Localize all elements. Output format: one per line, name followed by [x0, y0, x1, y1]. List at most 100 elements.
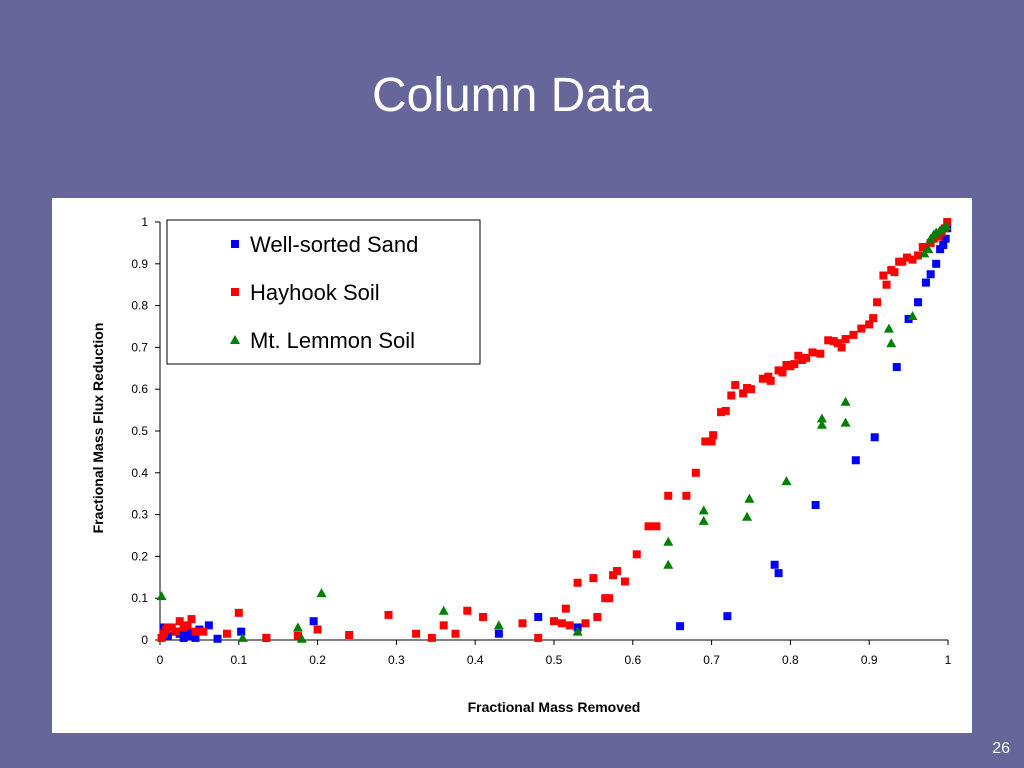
data-point-hayhook-soil — [234, 608, 243, 617]
data-point-hayhook-soil — [794, 351, 803, 360]
data-point-hayhook-soil — [175, 617, 184, 626]
x-tick-label: 1 — [945, 653, 952, 667]
y-tick-label: 0.6 — [131, 382, 148, 396]
data-point-mt-lemmon-soil — [883, 323, 894, 333]
data-point-hayhook-soil — [183, 621, 192, 630]
x-tick-label: 0.2 — [309, 653, 326, 667]
data-point-hayhook-soil — [593, 613, 602, 622]
data-point-well-sorted-sand — [204, 621, 213, 630]
data-point-hayhook-soil — [644, 522, 653, 531]
data-point-hayhook-soil — [865, 320, 874, 329]
y-tick-label: 0.7 — [131, 340, 148, 354]
data-point-mt-lemmon-soil — [923, 244, 934, 254]
data-point-hayhook-soil — [262, 633, 271, 642]
data-point-hayhook-soil — [159, 629, 168, 638]
data-point-mt-lemmon-soil — [840, 396, 851, 406]
data-point-hayhook-soil — [609, 571, 618, 580]
data-point-well-sorted-sand — [892, 363, 901, 372]
data-point-hayhook-soil — [412, 629, 421, 638]
data-point-hayhook-soil — [534, 633, 543, 642]
data-point-hayhook-soil — [199, 627, 208, 636]
chart-points — [156, 218, 952, 643]
data-point-hayhook-soil — [565, 621, 574, 630]
data-point-mt-lemmon-soil — [907, 311, 918, 321]
y-tick-label: 0 — [141, 633, 148, 647]
data-point-well-sorted-sand — [191, 633, 200, 642]
data-point-hayhook-soil — [727, 391, 736, 400]
data-point-well-sorted-sand — [723, 612, 732, 621]
x-tick-label: 0.8 — [782, 653, 799, 667]
y-tick-label: 0.3 — [131, 508, 148, 522]
data-point-well-sorted-sand — [774, 569, 783, 578]
data-point-hayhook-soil — [518, 619, 527, 628]
data-point-hayhook-soil — [921, 243, 930, 252]
data-point-well-sorted-sand — [936, 245, 945, 254]
slide-number: 26 — [992, 740, 1010, 757]
data-point-hayhook-soil — [721, 406, 730, 415]
slide-title: Column Data — [371, 69, 653, 122]
data-point-hayhook-soil — [816, 349, 825, 358]
data-point-hayhook-soil — [707, 437, 716, 446]
data-point-hayhook-soil — [898, 257, 907, 266]
data-point-well-sorted-sand — [811, 500, 820, 509]
x-tick-label: 0 — [157, 653, 164, 667]
scatter-chart: 0 0.1 0.2 0.3 0.4 0.5 0.6 0.7 0.8 0.9 1 0 0.1 0.2 0.3 0… — [90, 215, 952, 715]
data-point-well-sorted-sand — [939, 240, 948, 249]
data-point-mt-lemmon-soil — [663, 536, 674, 546]
data-point-mt-lemmon-soil — [292, 622, 303, 632]
data-point-hayhook-soil — [187, 615, 196, 624]
data-point-well-sorted-sand — [926, 270, 935, 279]
data-point-hayhook-soil — [790, 360, 799, 369]
data-point-hayhook-soil — [731, 381, 740, 390]
data-point-well-sorted-sand — [851, 456, 860, 465]
data-point-hayhook-soil — [561, 604, 570, 613]
data-point-hayhook-soil — [222, 629, 231, 638]
data-point-hayhook-soil — [929, 234, 938, 243]
data-point-well-sorted-sand — [237, 627, 246, 636]
data-point-hayhook-soil — [709, 431, 718, 440]
data-point-mt-lemmon-soil — [698, 515, 709, 525]
x-tick-label: 0.5 — [546, 653, 563, 667]
data-point-well-sorted-sand — [932, 259, 941, 268]
x-axis-title: Fractional Mass Removed — [468, 699, 641, 715]
data-point-mt-lemmon-soil — [781, 476, 792, 486]
legend-label-well-sorted-sand: Well-sorted Sand — [250, 232, 418, 257]
data-point-mt-lemmon-soil — [941, 221, 952, 231]
legend-label-mt-lemmon-soil: Mt. Lemmon Soil — [250, 328, 415, 353]
data-point-hayhook-soil — [739, 389, 748, 398]
data-point-well-sorted-sand — [179, 633, 188, 642]
x-tick-label: 0.1 — [230, 653, 247, 667]
data-point-mt-lemmon-soil — [572, 626, 583, 636]
data-point-hayhook-soil — [652, 522, 661, 531]
data-point-mt-lemmon-soil — [493, 620, 504, 630]
legend-marker-mt-lemmon-soil — [230, 335, 240, 344]
legend-marker-hayhook-soil — [231, 288, 239, 296]
data-point-hayhook-soil — [171, 627, 180, 636]
data-point-mt-lemmon-soil — [816, 413, 827, 423]
data-point-hayhook-soil — [691, 468, 700, 477]
data-point-well-sorted-sand — [770, 560, 779, 569]
data-point-hayhook-soil — [664, 491, 673, 500]
series-mt-lemmon-soil — [156, 221, 952, 643]
data-point-mt-lemmon-soil — [663, 559, 674, 569]
data-point-hayhook-soil — [581, 619, 590, 628]
data-point-hayhook-soil — [849, 330, 858, 339]
legend-box — [166, 219, 481, 365]
data-point-well-sorted-sand — [921, 278, 930, 287]
data-point-hayhook-soil — [439, 621, 448, 630]
legend-label-hayhook-soil: Hayhook Soil — [250, 280, 380, 305]
data-point-hayhook-soil — [764, 372, 773, 381]
data-point-hayhook-soil — [841, 335, 850, 344]
data-point-well-sorted-sand — [534, 613, 543, 622]
data-point-hayhook-soil — [914, 251, 923, 260]
data-point-mt-lemmon-soil — [744, 493, 755, 503]
x-tick-label: 0.3 — [388, 653, 405, 667]
data-point-well-sorted-sand — [494, 629, 503, 638]
data-point-hayhook-soil — [589, 574, 598, 583]
x-tick-label: 0.6 — [624, 653, 641, 667]
data-point-hayhook-soil — [869, 314, 878, 323]
data-point-hayhook-soil — [857, 324, 866, 333]
data-point-hayhook-soil — [879, 271, 888, 280]
data-point-hayhook-soil — [384, 610, 393, 619]
y-tick-label: 0.5 — [131, 424, 148, 438]
